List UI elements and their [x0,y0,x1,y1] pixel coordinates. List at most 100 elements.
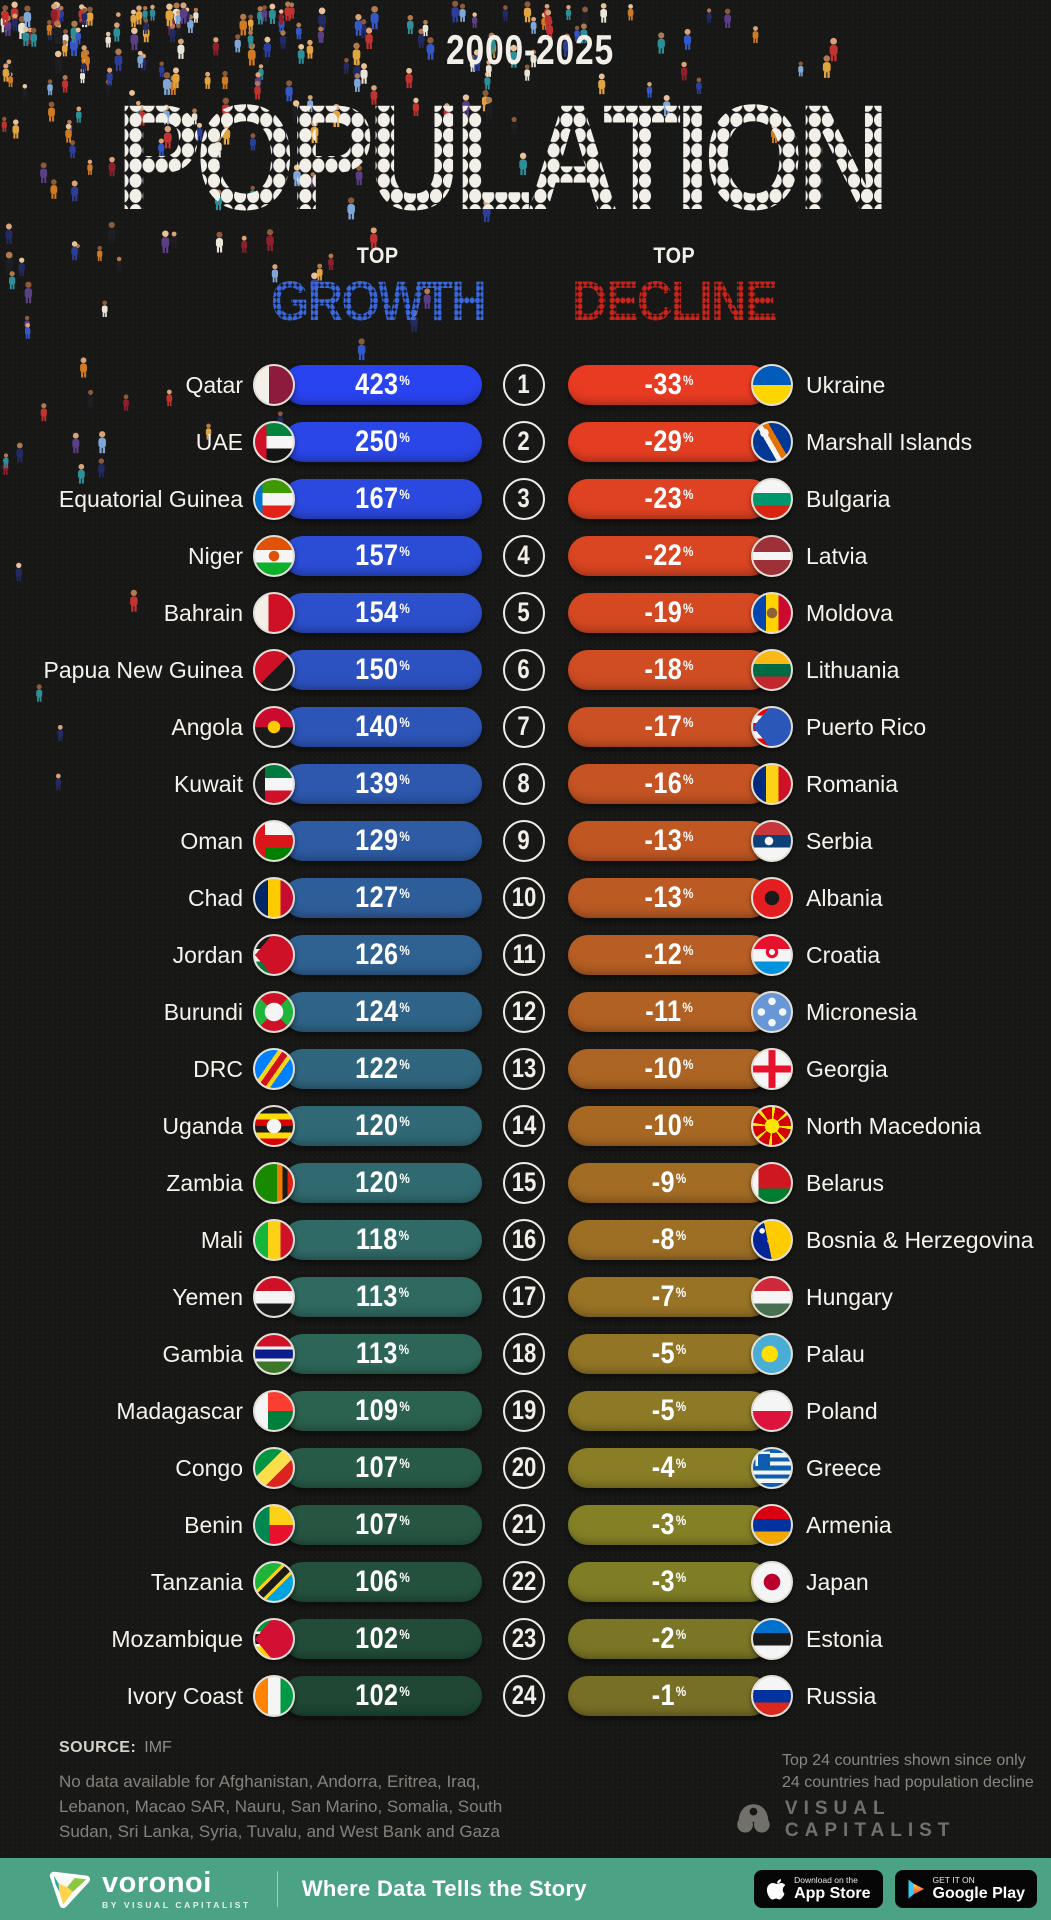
voronoi-subtitle: BY VISUAL CAPITALIST [102,1899,251,1910]
decline-country-label: Serbia [806,828,873,854]
decline-bar: -8% [568,1220,770,1260]
growth-bar: 107% [283,1505,482,1545]
rank-badge: 9 [503,820,545,862]
growth-country-label: Qatar [185,372,243,398]
flag-oman-icon [253,820,295,862]
decline-country-label: Romania [806,771,899,797]
flag-yemen-icon [253,1276,295,1318]
growth-country-label: Bahrain [163,600,243,626]
decline-bar: -4% [568,1448,770,1488]
flag-ivory-coast-icon [253,1675,295,1717]
rank-row: Oman 129% 9 -13% Serbia [0,820,1051,862]
decline-country-label: Bosnia & Herzegovina [806,1227,1034,1253]
decline-bar: -10% [568,1106,770,1146]
rank-row: Niger 157% 4 -22% Latvia [0,535,1051,577]
flag-romania-icon [751,763,793,805]
rank-badge: 13 [503,1048,545,1090]
decline-bar: -7% [568,1277,770,1317]
rank-badge: 23 [503,1618,545,1660]
flag-qatar-icon [253,364,295,406]
rank-row: Papua New Guinea 150% 6 -18% Lithuania [0,649,1051,691]
source-value: IMF [144,1739,172,1756]
rank-row: UAE 250% 2 -29% Marshall Islands [0,421,1051,463]
apple-icon [767,1879,786,1900]
flag-chad-icon [253,877,295,919]
flag-croatia-icon [751,934,793,976]
rank-row: Madagascar 109% 19 -5% Poland [0,1390,1051,1432]
divider [276,1871,278,1907]
rank-badge: 20 [503,1447,545,1489]
growth-bar: 157% [283,536,482,576]
flag-papua-new-guinea-icon [253,649,295,691]
decline-bar: -2% [568,1619,770,1659]
decline-country-label: Estonia [806,1626,883,1652]
rank-badge: 2 [503,421,545,463]
flag-mozambique-icon [253,1618,295,1660]
flag-congo-icon [253,1447,295,1489]
decline-country-label: Marshall Islands [806,429,973,455]
decline-country-label: North Macedonia [806,1113,982,1139]
page-title: POPULATION [116,73,890,241]
side-note: Top 24 countries shown since only 24 coun… [782,1752,1034,1791]
rank-row: Zambia 120% 15 -9% Belarus [0,1162,1051,1204]
decline-country-label: Armenia [806,1512,892,1538]
decline-bar: -17% [568,707,770,747]
growth-bar: 139% [283,764,482,804]
flag-equatorial-guinea-icon [253,478,295,520]
growth-top-label: TOP [357,243,399,268]
growth-country-label: Burundi [163,999,243,1025]
flag-drc-icon [253,1048,295,1090]
decline-bar: -33% [568,365,770,405]
rank-badge: 5 [503,592,545,634]
growth-country-label: Gambia [162,1341,243,1367]
rank-badge: 10 [503,877,545,919]
rank-badge: 14 [503,1105,545,1147]
flag-uganda-icon [253,1105,295,1147]
flag-bosnia-herzegovina-icon [751,1219,793,1261]
google-play-badge[interactable]: GET IT ON Google Play [894,1870,1037,1908]
growth-bar: 167% [283,479,482,519]
visual-capitalist-brand: VISUAL CAPITALIST [734,1798,1051,1842]
decline-country-label: Hungary [806,1284,893,1310]
decline-country-label: Palau [806,1341,865,1367]
growth-bar: 102% [283,1676,482,1716]
growth-bar: 129% [283,821,482,861]
rank-badge: 17 [503,1276,545,1318]
rank-badge: 21 [503,1504,545,1546]
growth-country-label: Ivory Coast [126,1683,243,1709]
flag-lithuania-icon [751,649,793,691]
voronoi-wordmark: voronoi [102,1866,212,1899]
flag-bulgaria-icon [751,478,793,520]
growth-bar: 126% [283,935,482,975]
rank-badge: 11 [503,934,545,976]
visual-capitalist-wordmark: VISUAL CAPITALIST [784,1798,956,1841]
growth-country-label: Oman [180,828,243,854]
rank-row: Ivory Coast 102% 24 -1% Russia [0,1675,1051,1717]
period-label: 2000-2025 [446,26,614,73]
rank-badge: 16 [503,1219,545,1261]
flag-moldova-icon [751,592,793,634]
growth-country-label: DRC [193,1056,243,1082]
rank-row: Bahrain 154% 5 -19% Moldova [0,592,1051,634]
flag-niger-icon [253,535,295,577]
app-store-badge[interactable]: Download on the App Store [754,1870,883,1908]
decline-bar: -10% [568,1049,770,1089]
rank-row: Kuwait 139% 8 -16% Romania [0,763,1051,805]
growth-bar: 122% [283,1049,482,1089]
rank-row: Gambia 113% 18 -5% Palau [0,1333,1051,1375]
growth-bar: 140% [283,707,482,747]
flag-japan-icon [751,1561,793,1603]
decline-country-label: Moldova [806,600,893,626]
growth-bar: 150% [283,650,482,690]
decline-bar: -18% [568,650,770,690]
decline-bar: -13% [568,878,770,918]
flag-greece-icon [751,1447,793,1489]
growth-country-label: Jordan [172,942,243,968]
growth-bar: 102% [283,1619,482,1659]
growth-bar: 106% [283,1562,482,1602]
source-line: SOURCE: IMF [59,1739,172,1757]
growth-bar: 113% [283,1277,482,1317]
rank-row: Yemen 113% 17 -7% Hungary [0,1276,1051,1318]
decline-column-header: TOP DECLINE [558,243,790,329]
growth-country-label: Kuwait [173,771,243,797]
